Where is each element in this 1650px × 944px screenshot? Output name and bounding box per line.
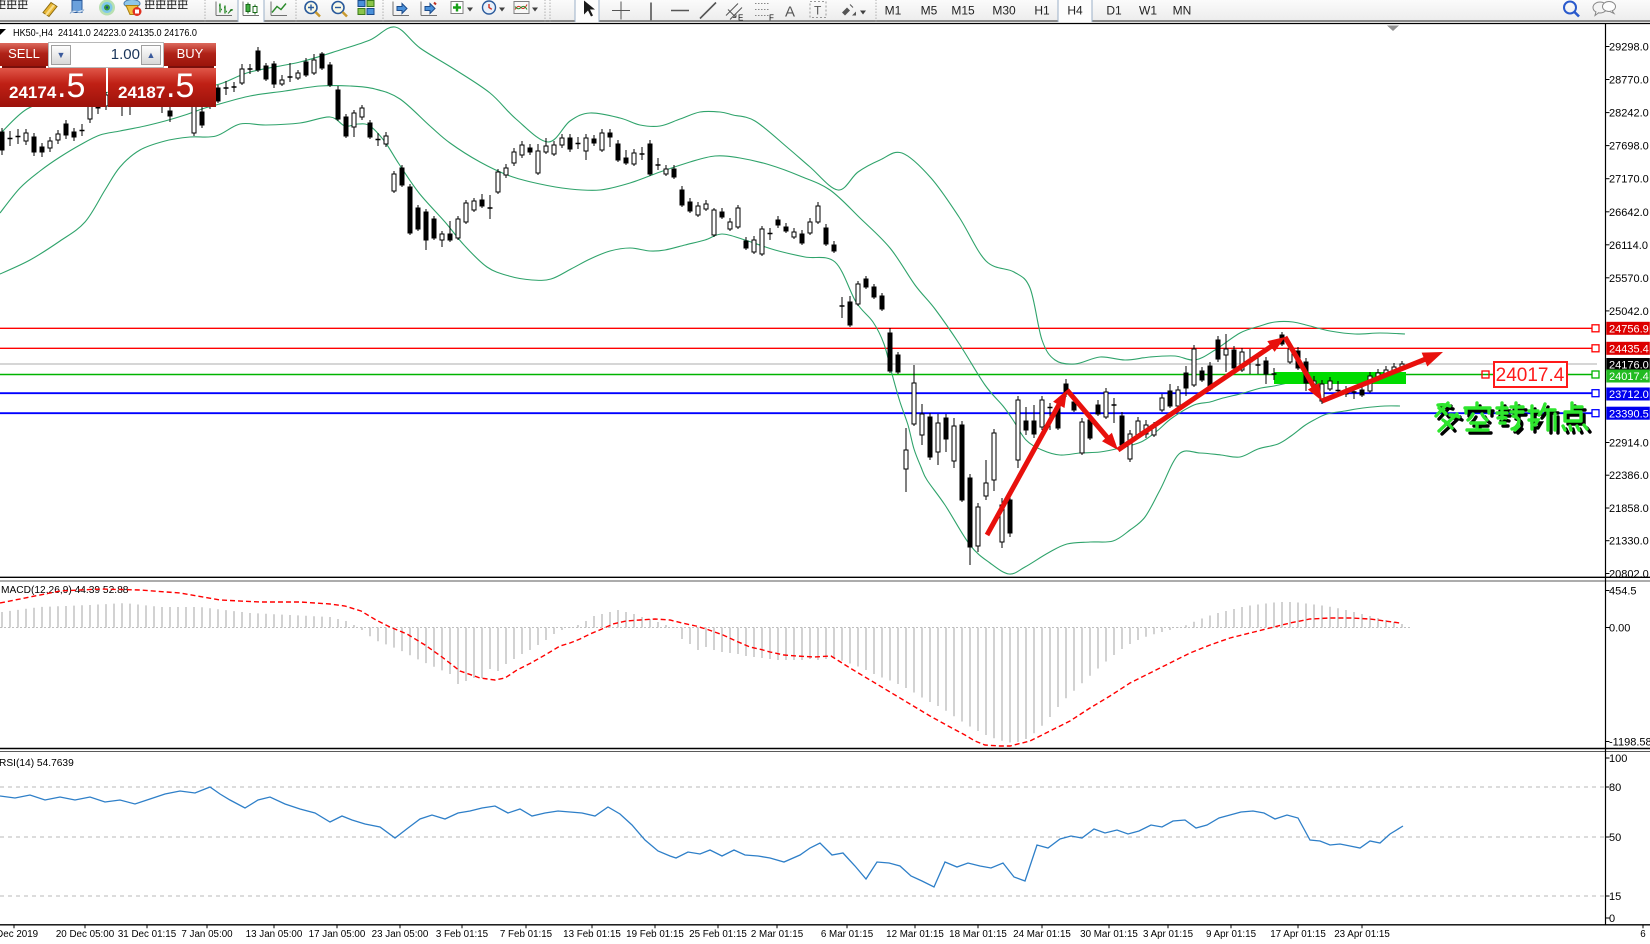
svg-text:13 Feb 01:15: 13 Feb 01:15: [563, 929, 621, 940]
svg-text:15: 15: [1609, 891, 1621, 903]
svg-text:-1198.58: -1198.58: [1609, 737, 1650, 749]
svg-text:0.00: 0.00: [1609, 623, 1630, 635]
svg-text:27170.0: 27170.0: [1609, 174, 1649, 186]
svg-text:21330.0: 21330.0: [1609, 536, 1649, 548]
svg-text:25 Feb 01:15: 25 Feb 01:15: [689, 929, 747, 940]
svg-text:24756.9: 24756.9: [1609, 324, 1649, 336]
svg-text:17 Jan 05:00: 17 Jan 05:00: [309, 929, 366, 940]
svg-text:27698.0: 27698.0: [1609, 141, 1649, 153]
svg-text:3 Apr 01:15: 3 Apr 01:15: [1143, 929, 1194, 940]
svg-text:24 Mar 01:15: 24 Mar 01:15: [1013, 929, 1071, 940]
svg-text:24017.4: 24017.4: [1609, 371, 1649, 383]
svg-text:22386.0: 22386.0: [1609, 470, 1649, 482]
svg-text:D1: D1: [1106, 4, 1122, 18]
svg-text:M30: M30: [992, 4, 1016, 18]
svg-text:6: 6: [1640, 929, 1646, 940]
svg-text:RSI(14) 54.7639: RSI(14) 54.7639: [0, 758, 74, 769]
svg-text:26642.0: 26642.0: [1609, 207, 1649, 219]
svg-text:30 Mar 01:15: 30 Mar 01:15: [1080, 929, 1138, 940]
svg-text:23 Apr 01:15: 23 Apr 01:15: [1334, 929, 1390, 940]
svg-text:6 Mar 01:15: 6 Mar 01:15: [821, 929, 874, 940]
svg-text:F: F: [769, 14, 774, 23]
svg-text:28242.0: 28242.0: [1609, 108, 1649, 120]
svg-text:M1: M1: [885, 4, 902, 18]
svg-text:23 Jan 05:00: 23 Jan 05:00: [372, 929, 429, 940]
svg-text:H4: H4: [1067, 4, 1083, 18]
svg-text:MN: MN: [1173, 4, 1192, 18]
svg-text:23390.5: 23390.5: [1609, 408, 1649, 420]
svg-text:E: E: [738, 14, 743, 23]
svg-text:H1: H1: [1034, 4, 1050, 18]
svg-text:21858.0: 21858.0: [1609, 503, 1649, 515]
svg-text:17 Apr 01:15: 17 Apr 01:15: [1270, 929, 1326, 940]
svg-text:M15: M15: [951, 4, 975, 18]
svg-text:0: 0: [1609, 913, 1615, 925]
svg-text:20802.0: 20802.0: [1609, 569, 1649, 581]
svg-text:23712.0: 23712.0: [1609, 389, 1649, 401]
svg-text:24435.4: 24435.4: [1609, 344, 1649, 356]
svg-text:50: 50: [1609, 832, 1621, 844]
svg-text:29298.0: 29298.0: [1609, 42, 1649, 54]
svg-text:M5: M5: [921, 4, 938, 18]
svg-text:100: 100: [1609, 753, 1627, 765]
svg-text:26114.0: 26114.0: [1609, 240, 1648, 252]
svg-text:T: T: [814, 4, 822, 18]
svg-text:20 Dec 05:00: 20 Dec 05:00: [56, 929, 115, 940]
svg-text:80: 80: [1609, 782, 1621, 794]
svg-text:28770.0: 28770.0: [1609, 75, 1649, 87]
svg-text:9 Apr 01:15: 9 Apr 01:15: [1206, 929, 1257, 940]
svg-text:25042.0: 25042.0: [1609, 306, 1649, 318]
svg-text:HK50-,H4 24141.0 24223.0 2413: HK50-,H4 24141.0 24223.0 24135.0 24176.0: [13, 27, 197, 39]
svg-text:2 Mar 01:15: 2 Mar 01:15: [751, 929, 804, 940]
svg-text:3 Feb 01:15: 3 Feb 01:15: [436, 929, 489, 940]
svg-text:7 Jan 05:00: 7 Jan 05:00: [181, 929, 233, 940]
svg-text:12 Mar 01:15: 12 Mar 01:15: [886, 929, 944, 940]
svg-text:18 Mar 01:15: 18 Mar 01:15: [949, 929, 1007, 940]
svg-text:A: A: [785, 4, 795, 21]
svg-text:454.5: 454.5: [1609, 586, 1637, 598]
svg-text:19 Feb 01:15: 19 Feb 01:15: [626, 929, 684, 940]
svg-text:31 Dec 01:15: 31 Dec 01:15: [118, 929, 177, 940]
svg-text:7 Feb 01:15: 7 Feb 01:15: [500, 929, 553, 940]
svg-text:24176.0: 24176.0: [1609, 360, 1649, 372]
svg-text:24017.4: 24017.4: [1496, 365, 1565, 386]
svg-text:5 Dec 2019: 5 Dec 2019: [0, 929, 38, 940]
svg-text:25570.0: 25570.0: [1609, 273, 1649, 285]
svg-text:13 Jan 05:00: 13 Jan 05:00: [246, 929, 303, 940]
svg-text:W1: W1: [1139, 4, 1157, 18]
svg-text:22914.0: 22914.0: [1609, 438, 1649, 450]
